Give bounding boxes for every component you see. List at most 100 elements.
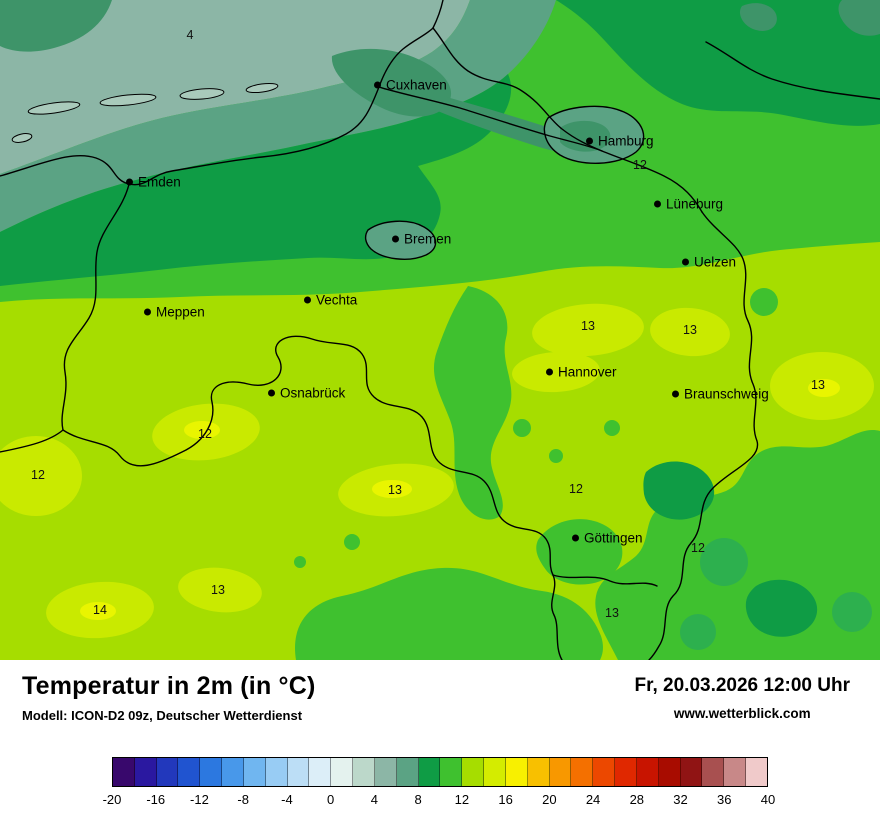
footer-right: Fr, 20.03.2026 12:00 Uhr www.wetterblick… [635, 672, 850, 721]
color-scale: -20 -16 -12 -8 -4 0 4 8 12 16 20 24 28 32 36 40 [103, 757, 776, 810]
city-dot-icon [304, 296, 311, 304]
temperature-value-label: 13 [211, 583, 225, 597]
temperature-value-label: 13 [683, 323, 697, 337]
temperature-value-label: 12 [633, 158, 647, 172]
forecast-datetime: Fr, 20.03.2026 12:00 Uhr [634, 675, 850, 696]
scale-tick-label: 4 [370, 792, 379, 807]
scale-tick-label: 16 [498, 792, 513, 807]
state-borders [0, 0, 880, 660]
scale-tick-label: 36 [717, 792, 732, 807]
website-text: www.wetterblick.com [673, 706, 811, 721]
city-marker: Lüneburg [654, 197, 723, 212]
scale-tick-label: 24 [585, 792, 601, 807]
scale-color-segment [462, 758, 485, 786]
scale-color-segment [505, 758, 528, 786]
city-dot-icon [392, 235, 399, 243]
city-marker: Braunschweig [672, 387, 769, 402]
scale-tick-label: -20 [102, 792, 122, 807]
scale-color-segment [418, 758, 441, 786]
city-marker: Göttingen [572, 531, 643, 546]
city-dot-icon [144, 308, 151, 316]
scale-tick-label: 12 [454, 792, 470, 807]
scale-color-segment [222, 758, 244, 786]
temperature-map [0, 0, 880, 660]
scale-color-segment [440, 758, 463, 786]
map-overlay: Cuxhaven Hamburg Emden Lüneburg Bremen Uelzen… [31, 28, 825, 620]
city-label: Hamburg [598, 133, 654, 149]
scale-color-segment [527, 758, 550, 786]
temperature-value-label: 4 [186, 28, 194, 42]
city-label: Bremen [404, 231, 452, 247]
scale-color-segment [593, 758, 616, 786]
city-label: Hannover [558, 364, 617, 380]
temperature-value-label: 12 [569, 482, 583, 496]
scale-color-segment [615, 758, 637, 786]
city-marker: Cuxhaven [374, 78, 447, 93]
city-dot-icon [126, 178, 133, 186]
footer-panel: Temperatur in 2m (in °C) Modell: ICON-D2… [0, 660, 880, 830]
scale-color-segment [309, 758, 332, 786]
scale-color-segment [636, 758, 659, 786]
city-label: Osnabrück [280, 385, 346, 401]
temperature-value-label: 12 [691, 541, 705, 555]
scale-color-segment [134, 758, 157, 786]
city-marker: Bremen [392, 232, 451, 247]
scale-tick-label: 40 [760, 792, 776, 807]
dark-green-band [0, 0, 880, 286]
city-dot-icon [374, 81, 381, 89]
scale-tick-label: -4 [281, 792, 293, 807]
city-marker: Uelzen [682, 255, 736, 270]
city-label: Meppen [156, 304, 205, 320]
city-dot-icon [682, 258, 689, 266]
scale-color-segment [156, 758, 179, 786]
temperature-value-label: 14 [93, 603, 107, 617]
footer-header: Temperatur in 2m (in °C) Modell: ICON-D2… [22, 672, 850, 723]
scale-tick-label: 28 [629, 792, 645, 807]
scale-color-segment [374, 758, 397, 786]
city-label: Braunschweig [684, 386, 769, 402]
scale-color-segment [658, 758, 681, 786]
scale-color-segment [353, 758, 375, 786]
scale-color-segment [746, 758, 767, 786]
city-dot-icon [268, 389, 275, 397]
city-marker: Osnabrück [268, 386, 345, 401]
city-dot-icon [546, 368, 553, 376]
temperature-value-label: 12 [198, 427, 212, 441]
scale-color-segment [549, 758, 572, 786]
highlight-blobs [0, 303, 874, 639]
scale-color-segment [724, 758, 747, 786]
color-scale-labels: -20 -16 -12 -8 -4 0 4 8 12 16 20 24 28 32 36 40 [103, 792, 776, 810]
temperature-value-label: 13 [811, 378, 825, 392]
city-label: Lüneburg [666, 196, 724, 212]
footer-left: Temperatur in 2m (in °C) Modell: ICON-D2… [22, 672, 316, 723]
city-label: Uelzen [694, 254, 737, 270]
city-dot-icon [586, 137, 593, 145]
scale-tick-label: 8 [414, 792, 422, 807]
islands [11, 82, 279, 143]
dark-patches-southeast [643, 461, 872, 650]
city-marker: Meppen [144, 305, 205, 320]
city-dot-icon [654, 200, 661, 208]
city-marker: Emden [126, 175, 181, 190]
scale-tick-label: -8 [237, 792, 249, 807]
scale-color-segment [680, 758, 703, 786]
temperature-value-label: 12 [31, 468, 45, 482]
map-area: Cuxhaven Hamburg Emden Lüneburg Bremen Uelzen… [0, 0, 880, 660]
city-dot-icon [572, 534, 579, 542]
scale-color-segment [331, 758, 354, 786]
scale-color-segment [484, 758, 506, 786]
temperature-value-label: 13 [388, 483, 402, 497]
city-label: Emden [138, 174, 181, 190]
model-info: Modell: ICON-D2 09z, Deutscher Wetterdie… [22, 708, 303, 723]
scale-tick-label: -12 [190, 792, 209, 807]
scale-color-segment [178, 758, 201, 786]
color-scale-bar [112, 757, 768, 787]
city-marker: Vechta [304, 293, 357, 308]
sea-regions [0, 0, 556, 232]
city-marker: Hannover [546, 365, 617, 380]
scale-color-segment [571, 758, 594, 786]
scale-color-segment [200, 758, 223, 786]
scale-color-segment [265, 758, 288, 786]
temperature-value-label: 13 [581, 319, 595, 333]
